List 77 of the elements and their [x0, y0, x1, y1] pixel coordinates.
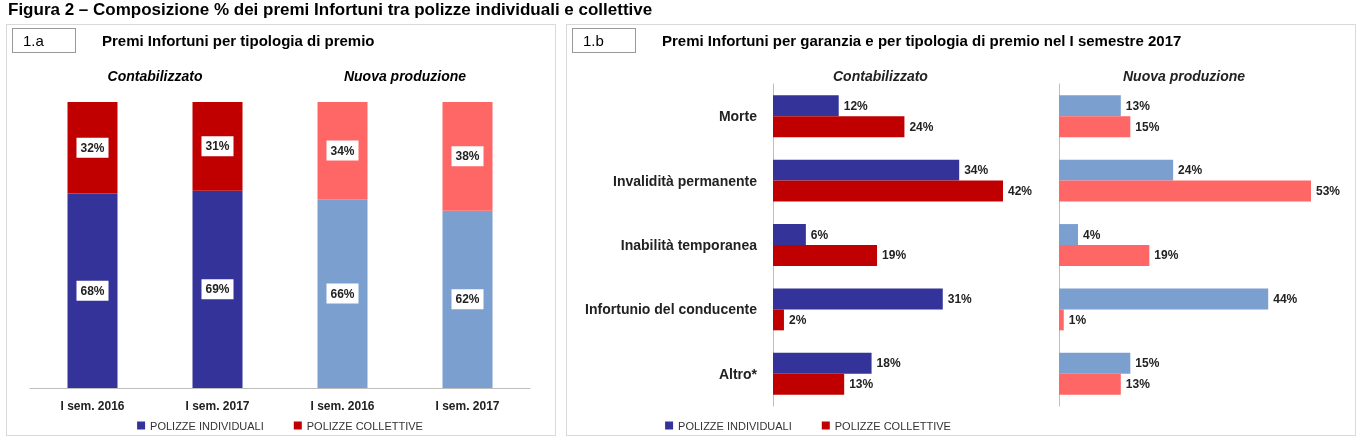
bar [1059, 373, 1121, 395]
bar [442, 210, 493, 388]
y-tick-label: Altro* [718, 365, 758, 382]
bar [773, 95, 839, 117]
data-label: 19% [882, 248, 907, 263]
data-label: 31% [947, 291, 973, 306]
text: 1.b [572, 28, 636, 53]
bar [773, 159, 960, 181]
data-label: 19% [1154, 248, 1179, 263]
bar [773, 373, 845, 395]
bar [1059, 352, 1131, 374]
bar [773, 180, 1003, 202]
data-label: 38% [455, 149, 480, 164]
data-label: 13% [1125, 98, 1151, 113]
text: Contabilizzato [107, 68, 203, 84]
data-label: 32% [80, 140, 105, 155]
data-label: 2% [788, 312, 807, 327]
bar [1059, 95, 1121, 117]
x-tick-label: I sem. 2016 [60, 399, 125, 413]
chart-subtitle: Contabilizzato [833, 68, 929, 84]
data-label: 31% [205, 139, 230, 154]
bar [317, 102, 368, 200]
legend-label: POLIZZE COLLETTIVE [306, 419, 423, 432]
bar [192, 190, 243, 388]
data-label: 62% [455, 292, 480, 307]
bar [773, 116, 905, 138]
data-label: 34% [330, 143, 355, 158]
bar [773, 245, 878, 266]
y-tick-label: Morte [718, 108, 758, 125]
chart-title: Nuova produzione [1123, 68, 1246, 84]
data-label: 42% [1008, 184, 1033, 199]
data-label: 69% [205, 282, 230, 297]
legend-label: POLIZZE COLLETTIVE [834, 419, 951, 432]
bar [1059, 309, 1064, 331]
y-tick-label: Infortunio del conducente [585, 301, 758, 318]
bar [1059, 159, 1174, 181]
text: Figura 2 – Composizione % dei premi Infortuni tra polizze individuali e collettive [8, 0, 653, 20]
bar [773, 352, 872, 374]
data-label: 13% [1125, 377, 1151, 392]
x-tick-label: I sem. 2016 [310, 399, 375, 413]
legend-label: POLIZZE INDIVIDUALI [678, 419, 792, 432]
data-label: 53% [1316, 184, 1341, 199]
bar [442, 102, 493, 211]
data-label: 66% [330, 286, 355, 301]
bar [773, 309, 784, 331]
bar [1059, 245, 1150, 266]
data-label: 68% [80, 283, 105, 298]
chart-title: Premi Infortuni per tipologia di premio [102, 32, 375, 49]
bar [1059, 288, 1269, 310]
data-label: 13% [849, 377, 874, 392]
x-tick-label: I sem. 2017 [435, 399, 500, 413]
data-label: 24% [1178, 163, 1203, 178]
data-label: 15% [1135, 356, 1160, 371]
x-tick-label: I sem. 2017 [185, 399, 250, 413]
legend-label: POLIZZE INDIVIDUALI [150, 419, 264, 432]
bar [1059, 224, 1079, 245]
text: 1.a [12, 28, 76, 53]
data-label: 24% [909, 119, 934, 134]
y-tick-label: Inabilità temporanea [620, 237, 758, 253]
bar [317, 199, 368, 388]
bar [1059, 116, 1131, 138]
bar [1059, 180, 1311, 202]
data-label: 44% [1273, 291, 1298, 306]
bar [67, 102, 118, 194]
data-label: 34% [964, 163, 989, 178]
data-label: 6% [810, 227, 829, 242]
text: Nuova produzione [343, 68, 467, 84]
y-tick-label: Invalidità permanente [613, 172, 758, 189]
data-label: 4% [1083, 227, 1101, 242]
bar [773, 224, 806, 245]
data-label: 1% [1068, 312, 1087, 327]
data-label: 12% [843, 98, 869, 113]
data-label: 15% [1135, 119, 1160, 134]
bar [67, 193, 118, 388]
bar [773, 288, 943, 310]
chart-title: Premi Infortuni per garanzia e per tipologia di premio nel I semestre 2017 [662, 32, 1182, 49]
data-label: 18% [876, 356, 901, 371]
